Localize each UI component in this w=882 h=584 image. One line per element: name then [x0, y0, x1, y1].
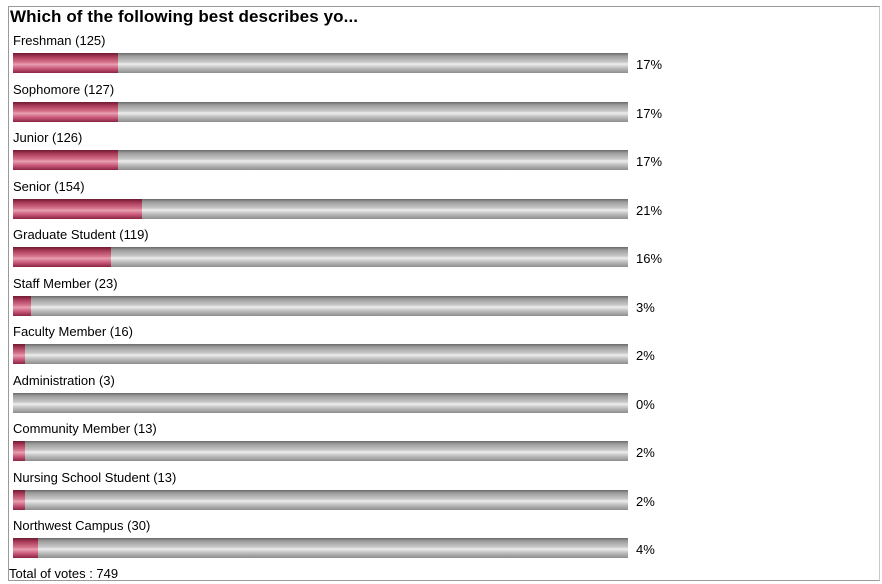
poll-option-row: Community Member (13) 2% [0, 421, 882, 469]
poll-title: Which of the following best describes yo… [10, 7, 359, 26]
poll-option-label: Faculty Member (16) [13, 324, 133, 339]
poll-percentage: 4% [636, 542, 655, 557]
poll-bar-track [13, 198, 628, 219]
poll-option-row: Junior (126) 17% [0, 130, 882, 178]
poll-bar-track [13, 101, 628, 122]
poll-percentage: 17% [636, 57, 663, 72]
poll-option-row: Nursing School Student (13) 2% [0, 470, 882, 518]
poll-option-label: Nursing School Student (13) [13, 469, 177, 485]
poll-bar-fill [13, 489, 25, 510]
poll-bar-track [13, 150, 628, 170]
poll-bar-fill [13, 53, 118, 73]
poll-bar-track [13, 489, 628, 510]
poll-option-label: Graduate Student (119) [13, 227, 149, 242]
poll-option-row: Staff Member (23) 3% [0, 276, 882, 324]
poll-option-row: Graduate Student (119) 16% [0, 227, 882, 275]
poll-bar-fill [13, 538, 38, 558]
poll-percentage: 17% [636, 105, 663, 121]
poll-option-row: Sophomore (127) 17% [0, 82, 882, 130]
poll-percentage: 2% [636, 348, 655, 363]
poll-option-label: Community Member (13) [13, 421, 157, 436]
poll-bar-fill [13, 441, 25, 461]
poll-option-row: Freshman (125) 17% [0, 33, 882, 81]
poll-percentage: 3% [636, 299, 655, 315]
poll-bar-fill [13, 247, 111, 267]
poll-option-label: Staff Member (23) [13, 275, 118, 291]
poll-option-label: Freshman (125) [13, 33, 106, 48]
poll-bar-fill [13, 150, 118, 170]
poll-frame [8, 6, 880, 581]
poll-percentage: 17% [636, 154, 663, 169]
poll-option-row: Senior (154) 21% [0, 179, 882, 227]
poll-bar-fill [13, 344, 25, 364]
poll-bar-fill [13, 198, 142, 219]
poll-option-row: Northwest Campus (30) 4% [0, 518, 882, 566]
poll-bar-track [13, 538, 628, 558]
poll-option-row: Administration (3) 0% [0, 373, 882, 421]
poll-bar-track [13, 295, 628, 316]
poll-percentage: 2% [636, 493, 655, 509]
poll-bar-fill [13, 101, 118, 122]
total-votes: Total of votes : 749 [9, 566, 119, 581]
poll-bar-track [13, 53, 628, 73]
poll-option-label: Administration (3) [13, 372, 115, 388]
poll-percentage: 16% [636, 251, 663, 266]
poll-bar-track [13, 392, 628, 413]
poll-option-label: Northwest Campus (30) [13, 518, 151, 533]
poll-percentage: 2% [636, 445, 655, 460]
poll-bar-track [13, 344, 628, 364]
poll-bar-track [13, 247, 628, 267]
poll-percentage: 0% [636, 396, 655, 412]
poll-option-label: Junior (126) [13, 130, 83, 145]
poll-bar-fill [13, 295, 31, 316]
poll-bar-track [13, 441, 628, 461]
poll-option-label: Senior (154) [13, 178, 85, 194]
poll-option-label: Sophomore (127) [13, 81, 115, 97]
poll-percentage: 21% [636, 202, 663, 218]
poll-option-row: Faculty Member (16) 2% [0, 324, 882, 372]
